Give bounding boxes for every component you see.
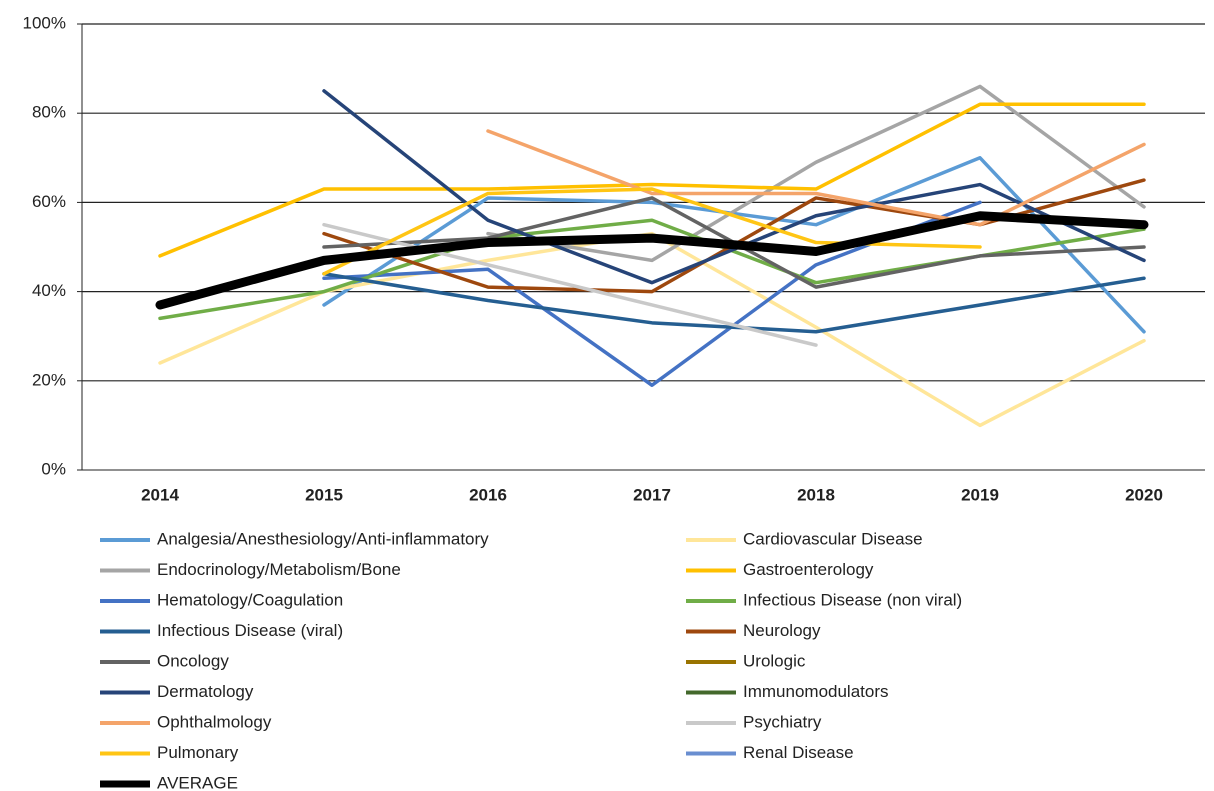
series-line: [486, 129, 1146, 227]
x-tick-label: 2014: [141, 485, 179, 504]
legend-label: Cardiovascular Disease: [743, 529, 923, 548]
x-tick-label: 2020: [1125, 485, 1163, 504]
legend-label: Immunomodulators: [743, 682, 889, 701]
series-line: [155, 211, 1149, 310]
y-tick-label: 40%: [32, 281, 66, 300]
series-line: [322, 272, 1146, 334]
legend-label: Infectious Disease (non viral): [743, 590, 962, 609]
legend-label: Infectious Disease (viral): [157, 621, 343, 640]
y-tick-label: 20%: [32, 370, 66, 389]
series-line: [322, 178, 1146, 294]
x-tick-label: 2015: [305, 485, 343, 504]
legend-label: Dermatology: [157, 682, 254, 701]
y-tick-label: 80%: [32, 103, 66, 122]
legend-label: Ophthalmology: [157, 712, 272, 731]
x-tick-label: 2017: [633, 485, 671, 504]
legend-label: Neurology: [743, 621, 821, 640]
legend-label: Analgesia/Anesthesiology/Anti-inflammato…: [157, 529, 489, 548]
series-line: [486, 84, 1146, 263]
x-tick-label: 2018: [797, 485, 835, 504]
legend-label: Renal Disease: [743, 743, 854, 762]
series-line: [158, 102, 1146, 258]
legend-label: Endocrinology/Metabolism/Bone: [157, 560, 401, 579]
legend-label: AVERAGE: [157, 773, 238, 791]
series-line: [322, 222, 818, 347]
legend-label: Pulmonary: [157, 743, 239, 762]
legend-label: Oncology: [157, 651, 229, 670]
series-line: [322, 156, 1146, 334]
legend-label: Hematology/Coagulation: [157, 590, 343, 609]
x-tick-label: 2016: [469, 485, 507, 504]
y-tick-label: 60%: [32, 192, 66, 211]
legend-label: Psychiatry: [743, 712, 822, 731]
legend-label: Gastroenterology: [743, 560, 874, 579]
y-tick-label: 0%: [41, 459, 66, 478]
series-line: [322, 200, 982, 388]
legend-label: Urologic: [743, 651, 806, 670]
x-tick-label: 2019: [961, 485, 999, 504]
y-tick-label: 100%: [23, 13, 66, 32]
